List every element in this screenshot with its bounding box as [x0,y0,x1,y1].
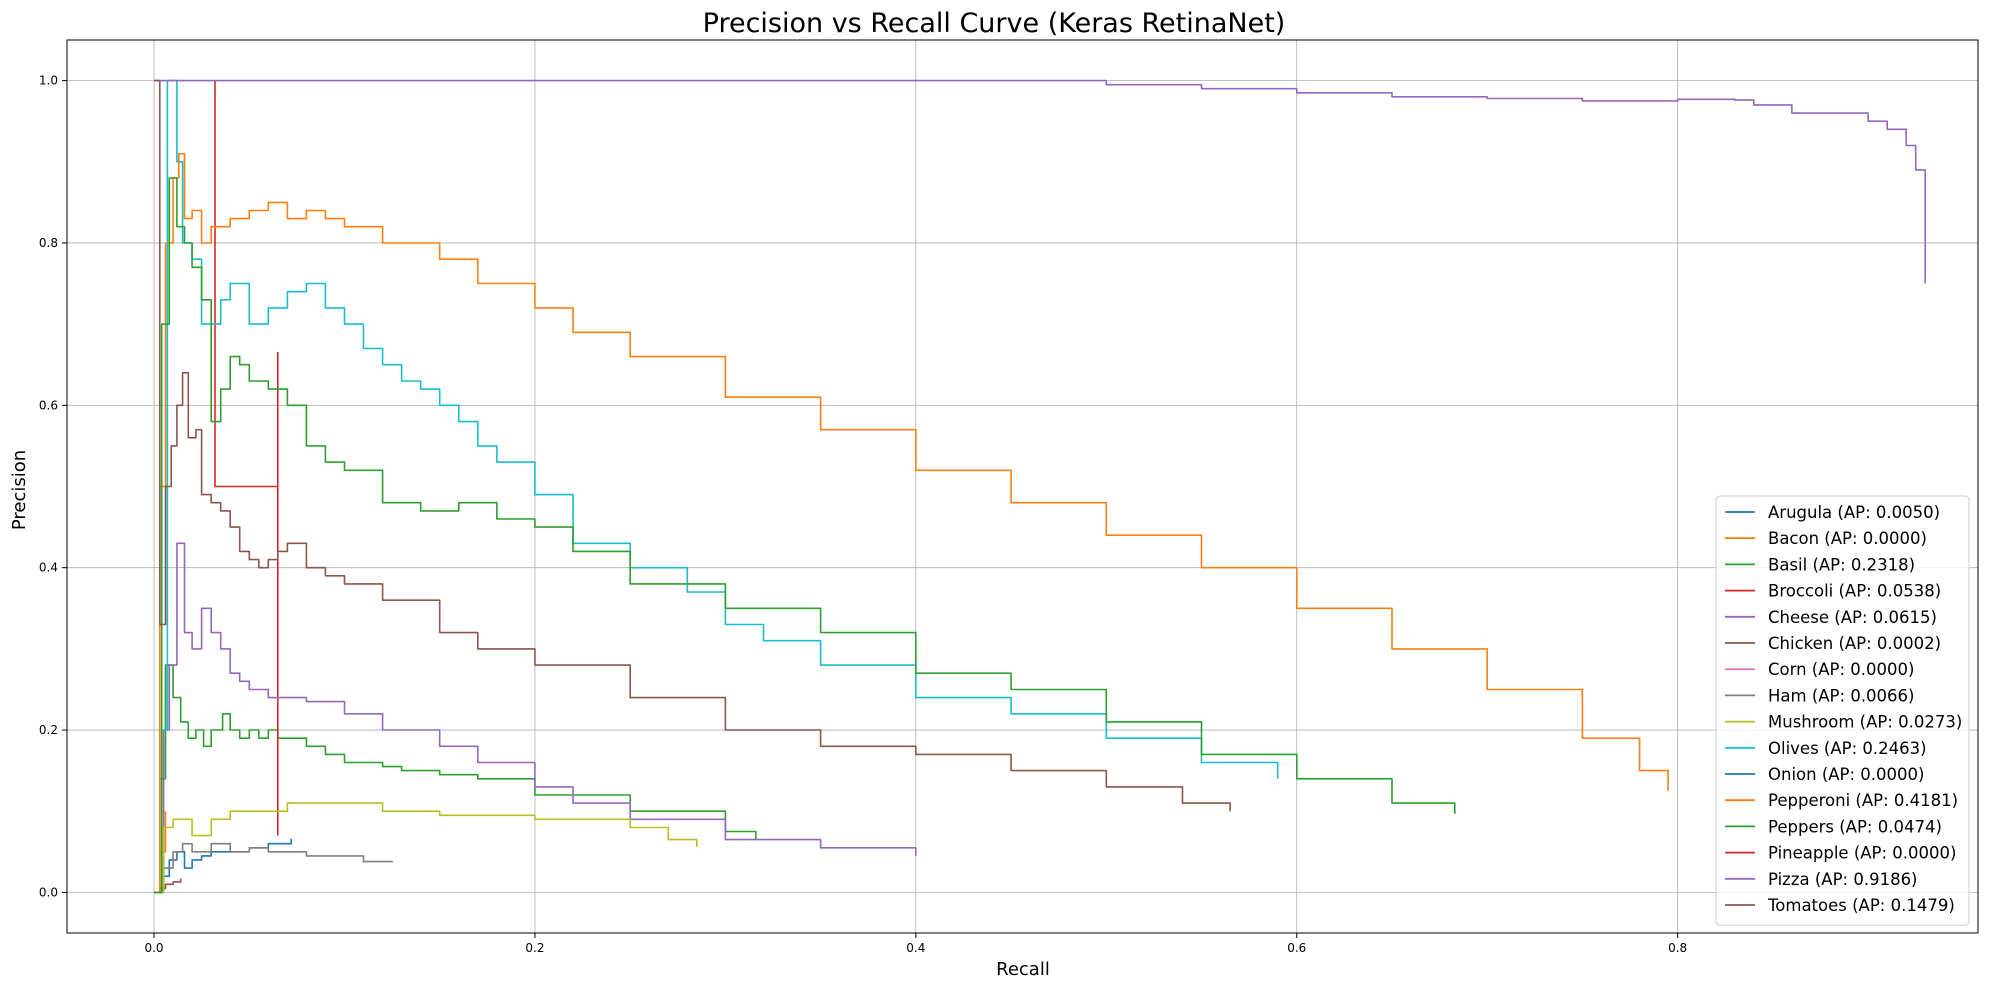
legend-label-ham: Ham (AP: 0.0066) [1768,686,1915,705]
series-line-pepperoni [154,152,1669,894]
chart-title: Precision vs Recall Curve (Keras RetinaN… [703,8,1286,39]
series-line-olives [154,79,1279,894]
y-tick-label: 0.8 [39,236,58,250]
series-line-pizza [154,79,1926,284]
legend: Arugula (AP: 0.0050) Bacon (AP: 0.0000) Ba… [1715,495,1970,926]
legend-label-corn: Corn (AP: 0.0000) [1768,660,1914,679]
legend-label-arugula: Arugula (AP: 0.0050) [1768,503,1940,522]
series-line-cheese [154,542,917,894]
series-line-arugula [154,838,292,894]
series-line-tomatoes [154,79,1231,812]
legend-label-mushroom: Mushroom (AP: 0.0273) [1768,713,1962,732]
legend-label-onion: Onion (AP: 0.0000) [1768,765,1924,784]
legend-label-pineapple: Pineapple (AP: 0.0000) [1768,844,1956,863]
legend-label-broccoli: Broccoli (AP: 0.0538) [1768,582,1941,601]
legend-label-pepperoni: Pepperoni (AP: 0.4181) [1768,791,1958,810]
x-tick-label: 0.4 [906,941,925,955]
legend-label-cheese: Cheese (AP: 0.0615) [1768,608,1937,627]
series-line-basil [154,664,757,894]
series-line-peppers [154,177,1456,894]
series-line-chicken [154,878,182,894]
series-line-broccoli [214,80,279,836]
legend-label-tomatoes: Tomatoes (AP: 0.1479) [1767,896,1955,915]
y-tick-label: 0.4 [39,561,58,575]
x-tick-label: 0.6 [1287,941,1306,955]
legend-label-chicken: Chicken (AP: 0.0002) [1768,634,1941,653]
legend-label-olives: Olives (AP: 0.2463) [1768,739,1927,758]
legend-label-peppers: Peppers (AP: 0.0474) [1768,817,1942,836]
x-tick-label: 0.0 [144,941,163,955]
series-layer [154,79,1926,894]
x-tick-label: 0.2 [525,941,544,955]
legend-label-bacon: Bacon (AP: 0.0000) [1768,529,1927,548]
legend-label-pizza: Pizza (AP: 0.9186) [1768,870,1918,889]
y-axis-title: Precision [9,450,30,530]
x-tick-label: 0.8 [1668,941,1687,955]
y-tick-label: 0.6 [39,398,58,412]
x-axis-title: Recall [996,959,1050,980]
legend-box [1715,495,1970,926]
grid-layer [67,40,1978,933]
series-line-mushroom [154,802,698,894]
axes-layer: 0.0 0.2 0.4 0.6 0.8 0.0 0.2 0.4 0.6 0.8 1.0 [39,74,1687,955]
series-line-ham [154,842,393,894]
y-tick-label: 1.0 [39,74,58,88]
y-tick-label: 0.0 [39,885,58,899]
legend-label-basil: Basil (AP: 0.2318) [1768,555,1915,574]
plot-frame [66,39,1979,934]
y-tick-label: 0.2 [39,723,58,737]
